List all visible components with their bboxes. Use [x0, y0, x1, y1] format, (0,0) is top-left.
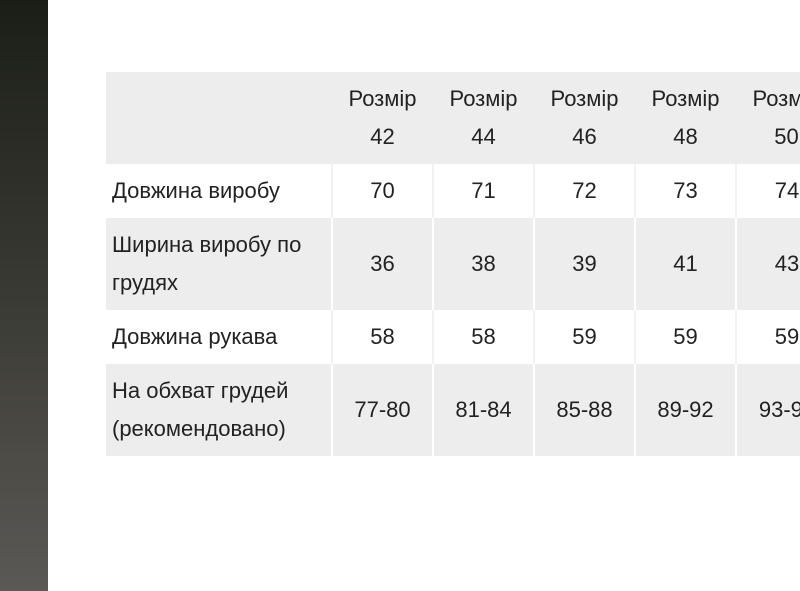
- row-label: Довжина рукава: [106, 310, 332, 364]
- column-header: Розмір 44: [433, 72, 534, 164]
- cell: 58: [331, 310, 433, 364]
- cell: 59: [735, 310, 800, 364]
- cell: 71: [432, 164, 534, 218]
- cell: 93-96: [735, 364, 800, 456]
- cell: 58: [432, 310, 534, 364]
- table-wrap: Розмір 42 Розмір 44 Розмір 46 Розмір 48 Розм…: [106, 72, 800, 456]
- size-table: Розмір 42 Розмір 44 Розмір 46 Розмір 48 Розм…: [106, 72, 800, 456]
- corner-cell: [106, 72, 332, 164]
- table-row: Довжина виробу 70 71 72 73 74: [106, 164, 800, 218]
- cell: 39: [533, 218, 635, 310]
- cell: 59: [634, 310, 736, 364]
- cell: 89-92: [634, 364, 736, 456]
- cell: 59: [533, 310, 635, 364]
- row-label: На обхват грудей (рекомендовано): [106, 364, 332, 456]
- cell: 41: [634, 218, 736, 310]
- column-header: Розмір 50: [736, 72, 800, 164]
- row-label: Ширина виробу по грудях: [106, 218, 332, 310]
- column-header: Розмір 46: [534, 72, 635, 164]
- cell: 70: [331, 164, 433, 218]
- cell: 38: [432, 218, 534, 310]
- column-header: Розмір 42: [332, 72, 433, 164]
- cell: 81-84: [432, 364, 534, 456]
- header-row: Розмір 42 Розмір 44 Розмір 46 Розмір 48 Розм…: [106, 72, 800, 164]
- cell: 36: [331, 218, 433, 310]
- column-header: Розмір 48: [635, 72, 736, 164]
- cell: 43: [735, 218, 800, 310]
- cell: 85-88: [533, 364, 635, 456]
- cell: 73: [634, 164, 736, 218]
- cell: 72: [533, 164, 635, 218]
- row-label: Довжина виробу: [106, 164, 332, 218]
- table-row: Довжина рукава 58 58 59 59 59: [106, 310, 800, 364]
- table-row: Ширина виробу по грудях 36 38 39 41 43: [106, 218, 800, 310]
- cell: 77-80: [331, 364, 433, 456]
- table-row: На обхват грудей (рекомендовано) 77-80 81-…: [106, 364, 800, 456]
- cell: 74: [735, 164, 800, 218]
- sidebar: [0, 0, 48, 591]
